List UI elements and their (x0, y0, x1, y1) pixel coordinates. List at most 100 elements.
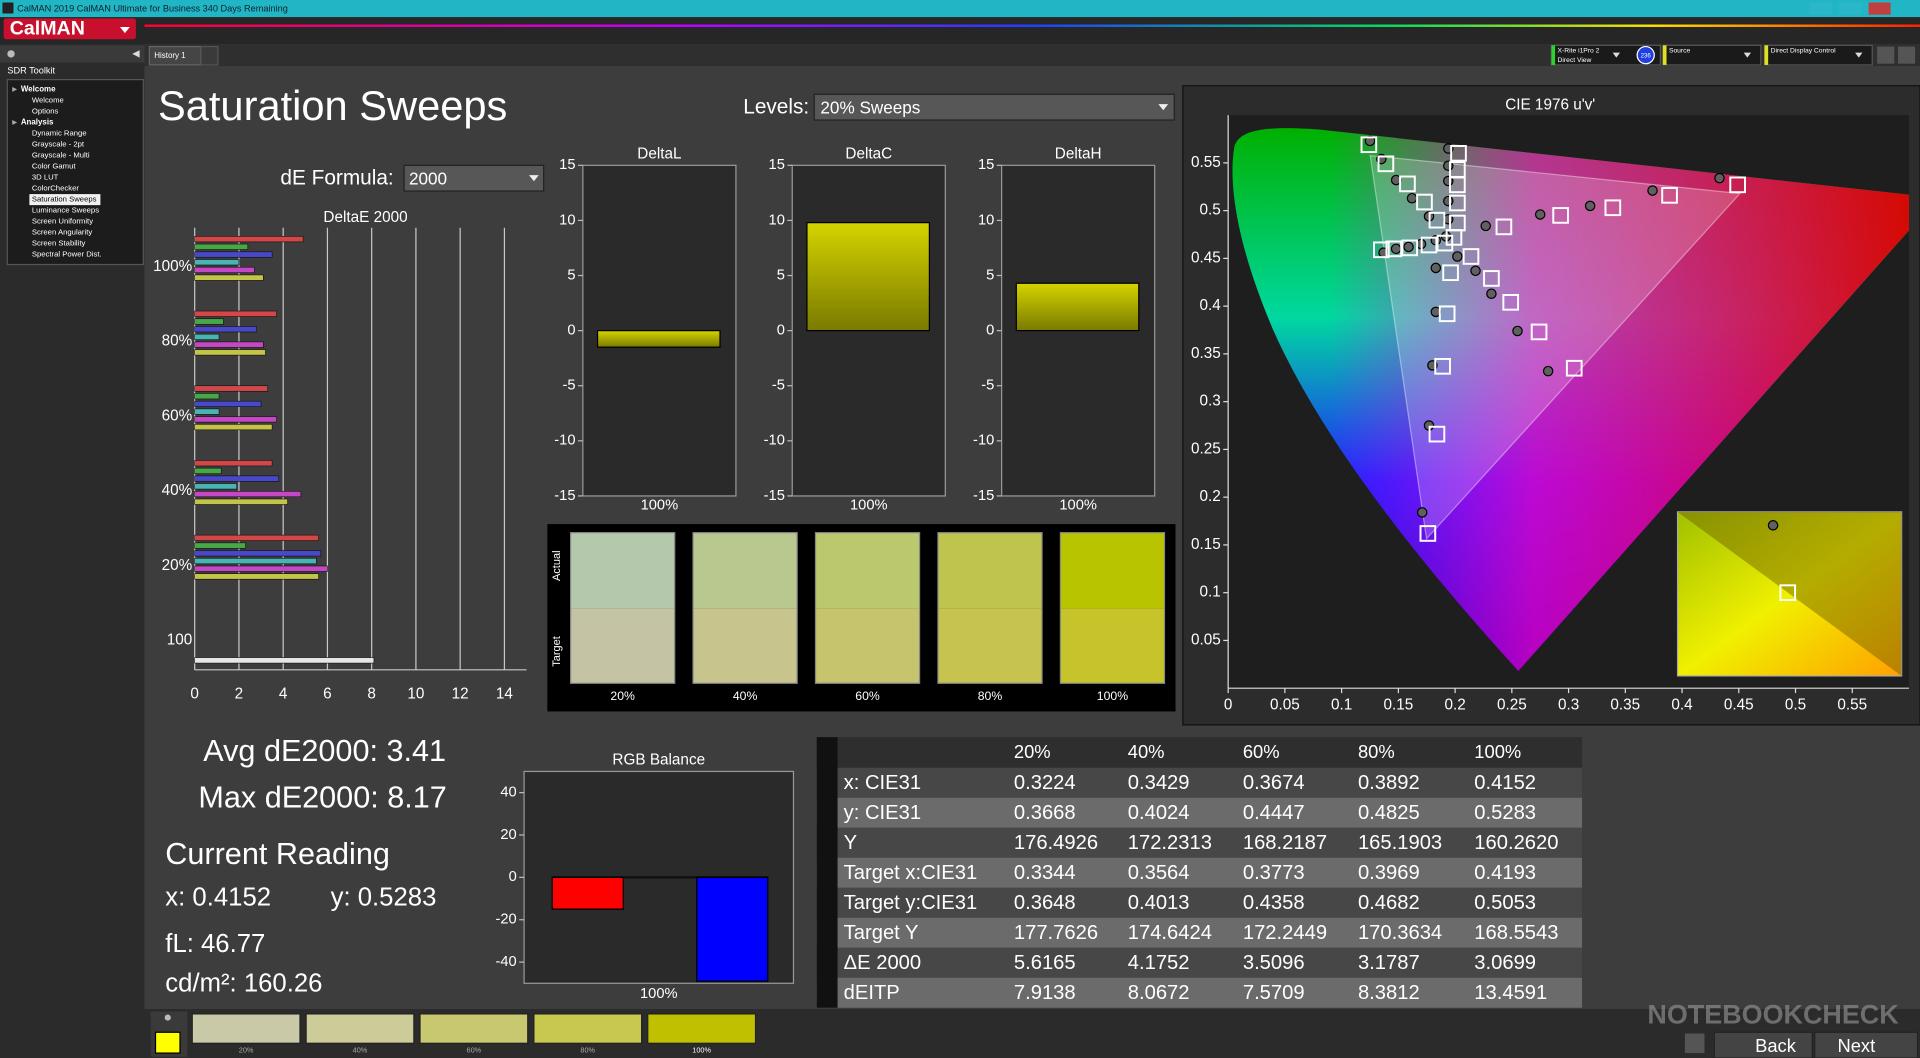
tree-item[interactable]: Saturation Sweeps (32, 195, 97, 204)
table-cell: 0.3344 (1014, 862, 1076, 884)
tree-item[interactable]: Screen Uniformity (32, 217, 93, 226)
tree-item[interactable]: ColorChecker (32, 184, 80, 193)
measured-point (1443, 195, 1454, 207)
table-cell: 7.5709 (1243, 982, 1305, 1004)
display-name: Direct Display Control (1771, 48, 1836, 55)
bar (194, 573, 319, 580)
nav-icon[interactable] (1684, 1033, 1705, 1054)
bar (696, 876, 769, 982)
x-tick-label: 0.35 (1610, 696, 1640, 713)
measured-point (1406, 192, 1418, 204)
bar (194, 467, 222, 474)
y-tick-label: 15 (978, 157, 994, 173)
bar (194, 385, 269, 392)
target-point (1438, 305, 1456, 323)
y-tick-label: 15 (559, 157, 575, 173)
tree-toggle (12, 120, 18, 125)
tree-item[interactable]: Screen Stability (32, 239, 86, 248)
y-tick-label: 0.1 (1200, 584, 1221, 601)
tree-item[interactable]: Luminance Sweeps (32, 206, 99, 215)
bottom-swatch[interactable] (647, 1013, 757, 1044)
table-cell: 172.2313 (1128, 832, 1212, 854)
tree-item[interactable]: Grayscale - Multi (32, 151, 90, 160)
bottom-swatch[interactable] (191, 1013, 301, 1044)
table-cell: 3.5096 (1243, 952, 1305, 974)
window-control[interactable] (1839, 2, 1862, 15)
target-point (1530, 323, 1548, 341)
swatch-target (937, 608, 1043, 684)
bar (194, 259, 240, 266)
swatch-frame (1059, 532, 1166, 684)
swatch-actual (937, 532, 1043, 609)
y-tick-label: 15 (769, 157, 785, 173)
bar (551, 876, 624, 910)
reading-cdm2: cd/m²: 160.26 (165, 969, 322, 997)
tab-add[interactable] (200, 45, 219, 66)
logo[interactable] (3, 18, 136, 40)
tree-group[interactable]: Analysis (21, 118, 54, 127)
chart-title: DeltaL (637, 145, 681, 162)
table-cell: 13.4591 (1474, 982, 1547, 1004)
meter-badge (1636, 45, 1655, 65)
next-button[interactable] (1814, 1031, 1919, 1058)
bar (194, 542, 246, 549)
table-cell: 0.3648 (1014, 892, 1076, 914)
bar (194, 657, 375, 664)
back-button[interactable] (1713, 1031, 1813, 1058)
measured-point (1584, 200, 1596, 212)
measured-point (1486, 288, 1497, 299)
window-control[interactable] (1809, 2, 1832, 15)
swatch-actual (693, 532, 798, 609)
tree-item[interactable]: Spectral Power Dist. (32, 250, 102, 259)
table-cell: 0.4358 (1243, 892, 1305, 914)
avg-de: Avg dE2000: 3.41 (203, 734, 446, 768)
measured-point (1390, 243, 1402, 255)
table-row (816, 827, 1583, 858)
bottom-swatch-label: 60% (467, 1046, 482, 1055)
tree-item[interactable]: Welcome (32, 95, 64, 104)
x-tick-label: 100% (1059, 498, 1097, 514)
x-tick-label: 0.45 (1724, 696, 1754, 713)
window-control[interactable] (1868, 2, 1891, 15)
tree-item[interactable]: 3D LUT (32, 173, 59, 182)
y-tick-label: 0.2 (1200, 488, 1221, 505)
table-cell: 0.3429 (1128, 772, 1190, 794)
bottom-swatch[interactable] (305, 1013, 415, 1044)
tree-item[interactable]: Dynamic Range (32, 129, 87, 138)
x-tick-label: 0.5 (1785, 696, 1806, 713)
toolbar-button[interactable] (1877, 46, 1895, 64)
gamut-triangle (1369, 154, 1742, 541)
x-tick-label: 0.25 (1497, 696, 1527, 713)
x-tick-label: 100% (640, 986, 678, 1002)
tree-item[interactable]: Options (32, 106, 59, 115)
toolbar-button[interactable] (1897, 46, 1916, 64)
watermark: NOTEBOOKCHECK (1647, 999, 1899, 1029)
header-bar (0, 17, 1920, 45)
bottom-swatch-label: 80% (580, 1046, 595, 1055)
bottom-swatch[interactable] (419, 1013, 529, 1044)
table-cell: 7.9138 (1014, 982, 1076, 1004)
swatch-row-label: Actual (551, 550, 563, 581)
target-point (1416, 193, 1433, 211)
swatch-label: 100% (1097, 689, 1128, 703)
formula-dropdown[interactable] (403, 164, 545, 192)
table-cell: ΔE 2000 (844, 952, 921, 974)
target-point (1419, 525, 1437, 542)
levels-dropdown[interactable] (813, 93, 1175, 121)
table-header-cell: 80% (1358, 741, 1395, 762)
table-cell: 8.0672 (1128, 982, 1190, 1004)
tree-group[interactable]: Welcome (21, 85, 56, 94)
tree-item[interactable]: Grayscale - 2pt (32, 140, 85, 149)
table-cell: 165.1903 (1358, 832, 1442, 854)
tree-item[interactable]: Screen Angularity (32, 228, 93, 237)
y-tick-label: -10 (973, 433, 994, 449)
bar (194, 341, 264, 348)
x-tick-label: 14 (496, 685, 514, 702)
target-point (1428, 425, 1446, 443)
tree-item[interactable]: Color Gamut (32, 162, 77, 171)
bottom-swatch[interactable] (533, 1013, 643, 1044)
x-tick-label: 0.3 (1558, 696, 1579, 713)
bar (194, 534, 319, 541)
y-tick-label: 20 (500, 827, 516, 843)
table-cell: 0.3892 (1358, 772, 1420, 794)
